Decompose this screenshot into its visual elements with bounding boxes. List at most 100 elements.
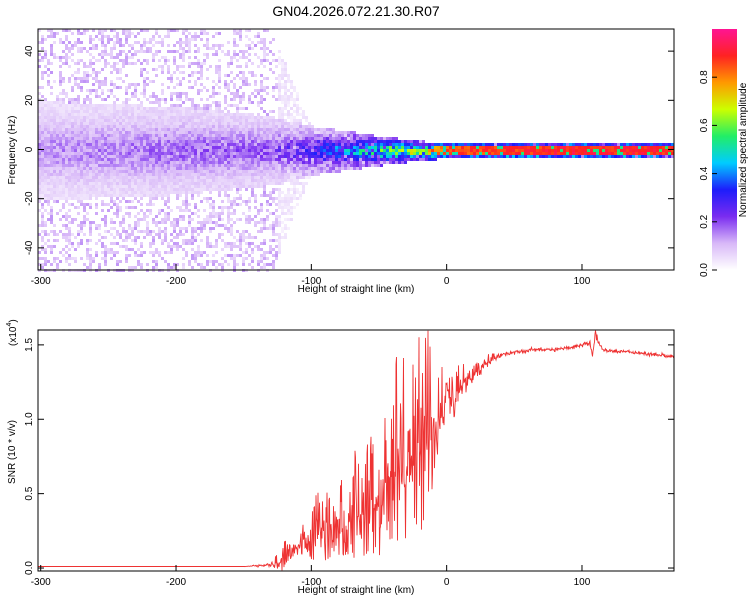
spectrogram-cell [374, 152, 377, 155]
spectrogram-cell [104, 191, 107, 194]
spectrogram-cell [86, 113, 89, 116]
spectrogram-cell [254, 155, 257, 158]
spectrogram-cell [203, 251, 206, 254]
spectrogram-cell [266, 173, 269, 176]
spectrogram-cell [239, 113, 242, 116]
spectrogram-cell [74, 173, 77, 176]
spectrogram-cell [257, 116, 260, 119]
spectrogram-cell [170, 209, 173, 212]
spectrogram-cell [98, 173, 101, 176]
spectrogram-cell [125, 62, 128, 65]
spectrogram-cell [290, 128, 293, 131]
spectrogram-cell [221, 140, 224, 143]
spectrogram-cell [212, 260, 215, 263]
spectrogram-cell [206, 104, 209, 107]
spectrogram-cell [269, 122, 272, 125]
spectrogram-cell [158, 173, 161, 176]
spectrogram-cell [185, 140, 188, 143]
spectrogram-cell [122, 32, 125, 35]
spectrogram-cell [224, 176, 227, 179]
spectrogram-cell [161, 125, 164, 128]
spectrogram-cell [392, 140, 395, 143]
spectrogram-cell [284, 71, 287, 74]
spectrogram-cell [263, 98, 266, 101]
spectrogram-cell [236, 119, 239, 122]
spectrogram-cell [170, 188, 173, 191]
spectrogram-cell [392, 158, 395, 161]
spectrogram-cell [227, 170, 230, 173]
spectrogram-cell [209, 116, 212, 119]
spectrogram-cell [56, 170, 59, 173]
spectrogram-cell [71, 197, 74, 200]
spectrogram-cell [191, 62, 194, 65]
spectrogram-cell [257, 221, 260, 224]
spectrogram-cell [143, 116, 146, 119]
spectrogram-cell [221, 50, 224, 53]
spectrogram-cell [179, 152, 182, 155]
spectrogram-cell [293, 128, 296, 131]
spectrogram-cell [491, 149, 494, 152]
spectrogram-cell [83, 125, 86, 128]
spectrogram-cell [41, 263, 44, 266]
spectrogram-cell [200, 230, 203, 233]
spectrogram-cell [47, 146, 50, 149]
spectrogram-cell [176, 119, 179, 122]
spectrogram-cell [44, 179, 47, 182]
spectrogram-cell [134, 146, 137, 149]
spectrogram-cell [242, 131, 245, 134]
spectrogram-cell [254, 224, 257, 227]
spectrogram-cell [83, 128, 86, 131]
spectrogram-cell [191, 74, 194, 77]
spectrogram-cell [89, 65, 92, 68]
spectrogram-cell [50, 29, 53, 32]
spectrogram-cell [230, 179, 233, 182]
spectrogram-cell [194, 113, 197, 116]
spectrogram-cell [41, 149, 44, 152]
spectrogram-cell [182, 167, 185, 170]
spectrogram-cell [272, 179, 275, 182]
spectrogram-cell [338, 170, 341, 173]
spectrogram-cell [233, 209, 236, 212]
spectrogram-cell [62, 41, 65, 44]
spectrogram-cell [206, 143, 209, 146]
spectrogram-cell [134, 158, 137, 161]
spectrogram-cell [62, 125, 65, 128]
spectrogram-cell [74, 140, 77, 143]
spectrogram-cell [152, 167, 155, 170]
spectrogram-cell [197, 221, 200, 224]
spectrogram-cell [146, 71, 149, 74]
spectrogram-cell [221, 182, 224, 185]
spectrogram-cell [62, 56, 65, 59]
spectrogram-cell [419, 152, 422, 155]
spectrogram-cell [266, 53, 269, 56]
spectrogram-cell [119, 170, 122, 173]
spectrogram-cell [242, 236, 245, 239]
spectrogram-cell [284, 173, 287, 176]
spectrogram-cell [173, 224, 176, 227]
spectrogram-cell [299, 149, 302, 152]
spectrogram-cell [200, 119, 203, 122]
spectrogram-cell [230, 116, 233, 119]
spectrogram-cell [125, 179, 128, 182]
spectrogram-cell [38, 122, 41, 125]
spectrogram-cell [53, 107, 56, 110]
spectrogram-cell [344, 131, 347, 134]
spectrogram-cell [65, 53, 68, 56]
spectrogram-cell [179, 233, 182, 236]
spectrogram-cell [200, 131, 203, 134]
spectrogram-cell [272, 119, 275, 122]
spectrogram-cell [215, 68, 218, 71]
spectrogram-cell [368, 137, 371, 140]
spectrogram-cell [245, 236, 248, 239]
spectrogram-cell [164, 143, 167, 146]
spectrogram-cell [113, 143, 116, 146]
spectrogram-cell [338, 143, 341, 146]
spectrogram-cell [314, 167, 317, 170]
spectrogram-cell [149, 251, 152, 254]
spectrogram-cell [275, 125, 278, 128]
spectrogram-cell [500, 146, 503, 149]
spectrogram-cell [86, 170, 89, 173]
spectrogram-cell [278, 137, 281, 140]
spectrogram-cell [104, 155, 107, 158]
spectrogram-cell [314, 131, 317, 134]
